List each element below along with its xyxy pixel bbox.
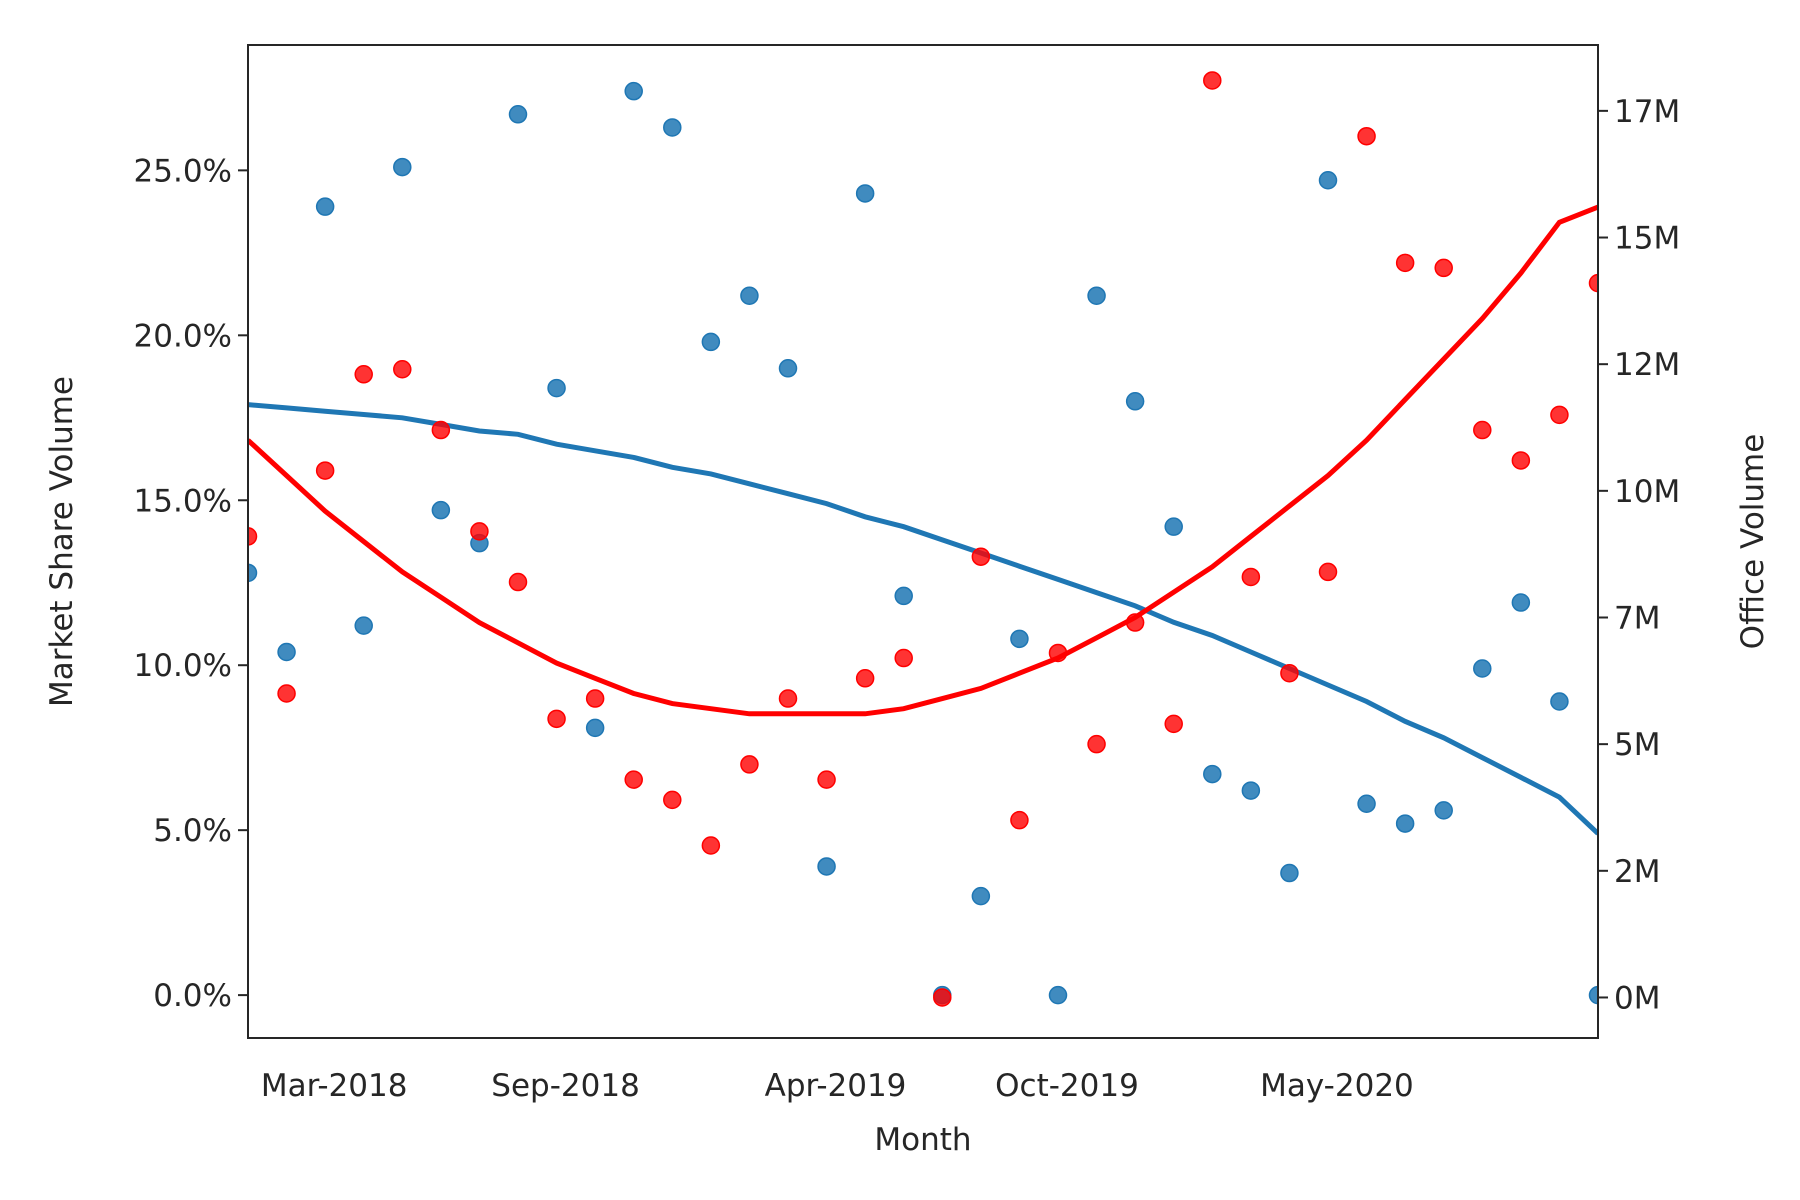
y-right-tick-label: 2M (1614, 854, 1660, 890)
market-share-point (1048, 985, 1068, 1005)
office-volume-point (1588, 273, 1598, 293)
office-volume-point (354, 365, 373, 384)
office-volume-point (248, 527, 258, 546)
market-share-point (585, 718, 605, 738)
y-left-tick-label: 10.0% (134, 648, 232, 684)
y-left-tick-label: 25.0% (134, 153, 232, 189)
market-share-point (354, 616, 373, 635)
market-share-point (1010, 629, 1029, 649)
office-volume-point (855, 669, 875, 688)
market-share-point (1125, 392, 1145, 411)
office-volume-point (894, 648, 913, 668)
market-share-point (1588, 985, 1598, 1005)
axes-ticks: 0.0% 5.0% 10.0% 15.0% 20.0% 25.0% 0M 2M 5M 7M 10M 1… (134, 94, 1681, 1104)
y-right-tick-label: 12M (1614, 347, 1680, 383)
plot-area (248, 71, 1598, 1007)
y-left-tick-label: 0.0% (153, 978, 232, 1014)
office-volume-point (393, 359, 412, 379)
y-left-tick-label: 20.0% (134, 318, 232, 354)
market-share-point (1550, 692, 1569, 711)
market-share-point (894, 586, 913, 606)
x-tick-label: Sep-2018 (491, 1068, 640, 1104)
office-volume-point (1203, 71, 1222, 90)
y-axis-left-title: Market Share Volume (44, 376, 80, 707)
office-volume-point (1434, 258, 1453, 278)
market-share-point (624, 81, 643, 101)
market-share-point (431, 500, 451, 520)
office-volume-point (585, 689, 605, 708)
y-right-tick-label: 17M (1614, 94, 1680, 130)
office-volume-point (933, 988, 952, 1007)
market-share-point (1280, 863, 1299, 883)
office-volume-point (1048, 643, 1068, 663)
office-volume-point (740, 755, 759, 774)
office-volume-point (778, 689, 798, 708)
y-right-tick-label: 10M (1614, 474, 1680, 510)
market-share-point (778, 359, 798, 378)
office-volume-point (470, 522, 489, 541)
plot-content (248, 71, 1598, 1007)
office-volume-point (1241, 567, 1261, 587)
office-volume-point (663, 790, 682, 810)
office-volume-point (1280, 663, 1299, 683)
x-tick-label: Apr-2019 (765, 1068, 907, 1104)
y-left-tick-label: 15.0% (134, 483, 232, 519)
market-share-point (393, 157, 412, 177)
y-right-tick-label: 5M (1614, 727, 1660, 763)
market-share-point (1241, 781, 1261, 800)
market-share-point (817, 857, 836, 876)
office-volume-point (508, 572, 528, 592)
market-share-point (1357, 794, 1376, 814)
office-volume-point (277, 684, 296, 703)
office-volume-trend-line (248, 204, 1598, 717)
market-share-point (1087, 286, 1106, 305)
x-tick-label: Oct-2019 (995, 1068, 1139, 1104)
market-share-point (971, 886, 991, 906)
office-volume-point (1473, 420, 1492, 440)
office-volume-point (1395, 253, 1415, 273)
x-tick-label: Mar-2018 (261, 1068, 408, 1104)
y-left-tick-label: 5.0% (153, 813, 232, 849)
market-share-point (1164, 517, 1183, 536)
market-share-point (1203, 764, 1222, 784)
x-tick-label: May-2020 (1260, 1068, 1414, 1104)
market-share-point (1318, 171, 1338, 190)
office-volume-point (971, 547, 991, 566)
market-share-point (855, 184, 875, 203)
office-volume-point (817, 770, 836, 789)
office-volume-point (1164, 714, 1183, 734)
office-volume-point (1010, 810, 1029, 830)
market-share-point (1473, 659, 1492, 678)
office-volume-point (315, 461, 335, 480)
market-share-point (277, 642, 296, 662)
y-axis-right-title: Office Volume (1735, 434, 1771, 650)
office-volume-point (1550, 405, 1569, 425)
market-share-point (1434, 801, 1453, 820)
office-volume-point (701, 836, 721, 855)
market-share-point (315, 197, 335, 216)
office-volume-point (1511, 451, 1531, 470)
y-right-tick-label: 0M (1614, 980, 1660, 1016)
market-share-point (547, 378, 566, 398)
y-right-tick-label: 7M (1614, 600, 1660, 636)
office-volume-point (1318, 562, 1338, 582)
market-share-point (701, 332, 721, 352)
market-share-point (508, 105, 528, 124)
market-share-point (248, 563, 258, 583)
office-volume-point (1125, 613, 1145, 632)
y-right-tick-label: 15M (1614, 221, 1680, 257)
market-share-point (1511, 593, 1531, 612)
plot-frame (247, 44, 1599, 1039)
office-volume-point (547, 709, 566, 729)
market-share-point (1395, 814, 1415, 833)
office-volume-point (1357, 126, 1376, 146)
market-share-point (663, 118, 682, 137)
x-axis-title: Month (874, 1122, 971, 1158)
office-volume-point (431, 420, 451, 440)
market-share-point (740, 286, 759, 305)
office-volume-point (1087, 734, 1106, 754)
office-volume-point (624, 770, 643, 789)
market-share-trend-line (248, 402, 1598, 836)
